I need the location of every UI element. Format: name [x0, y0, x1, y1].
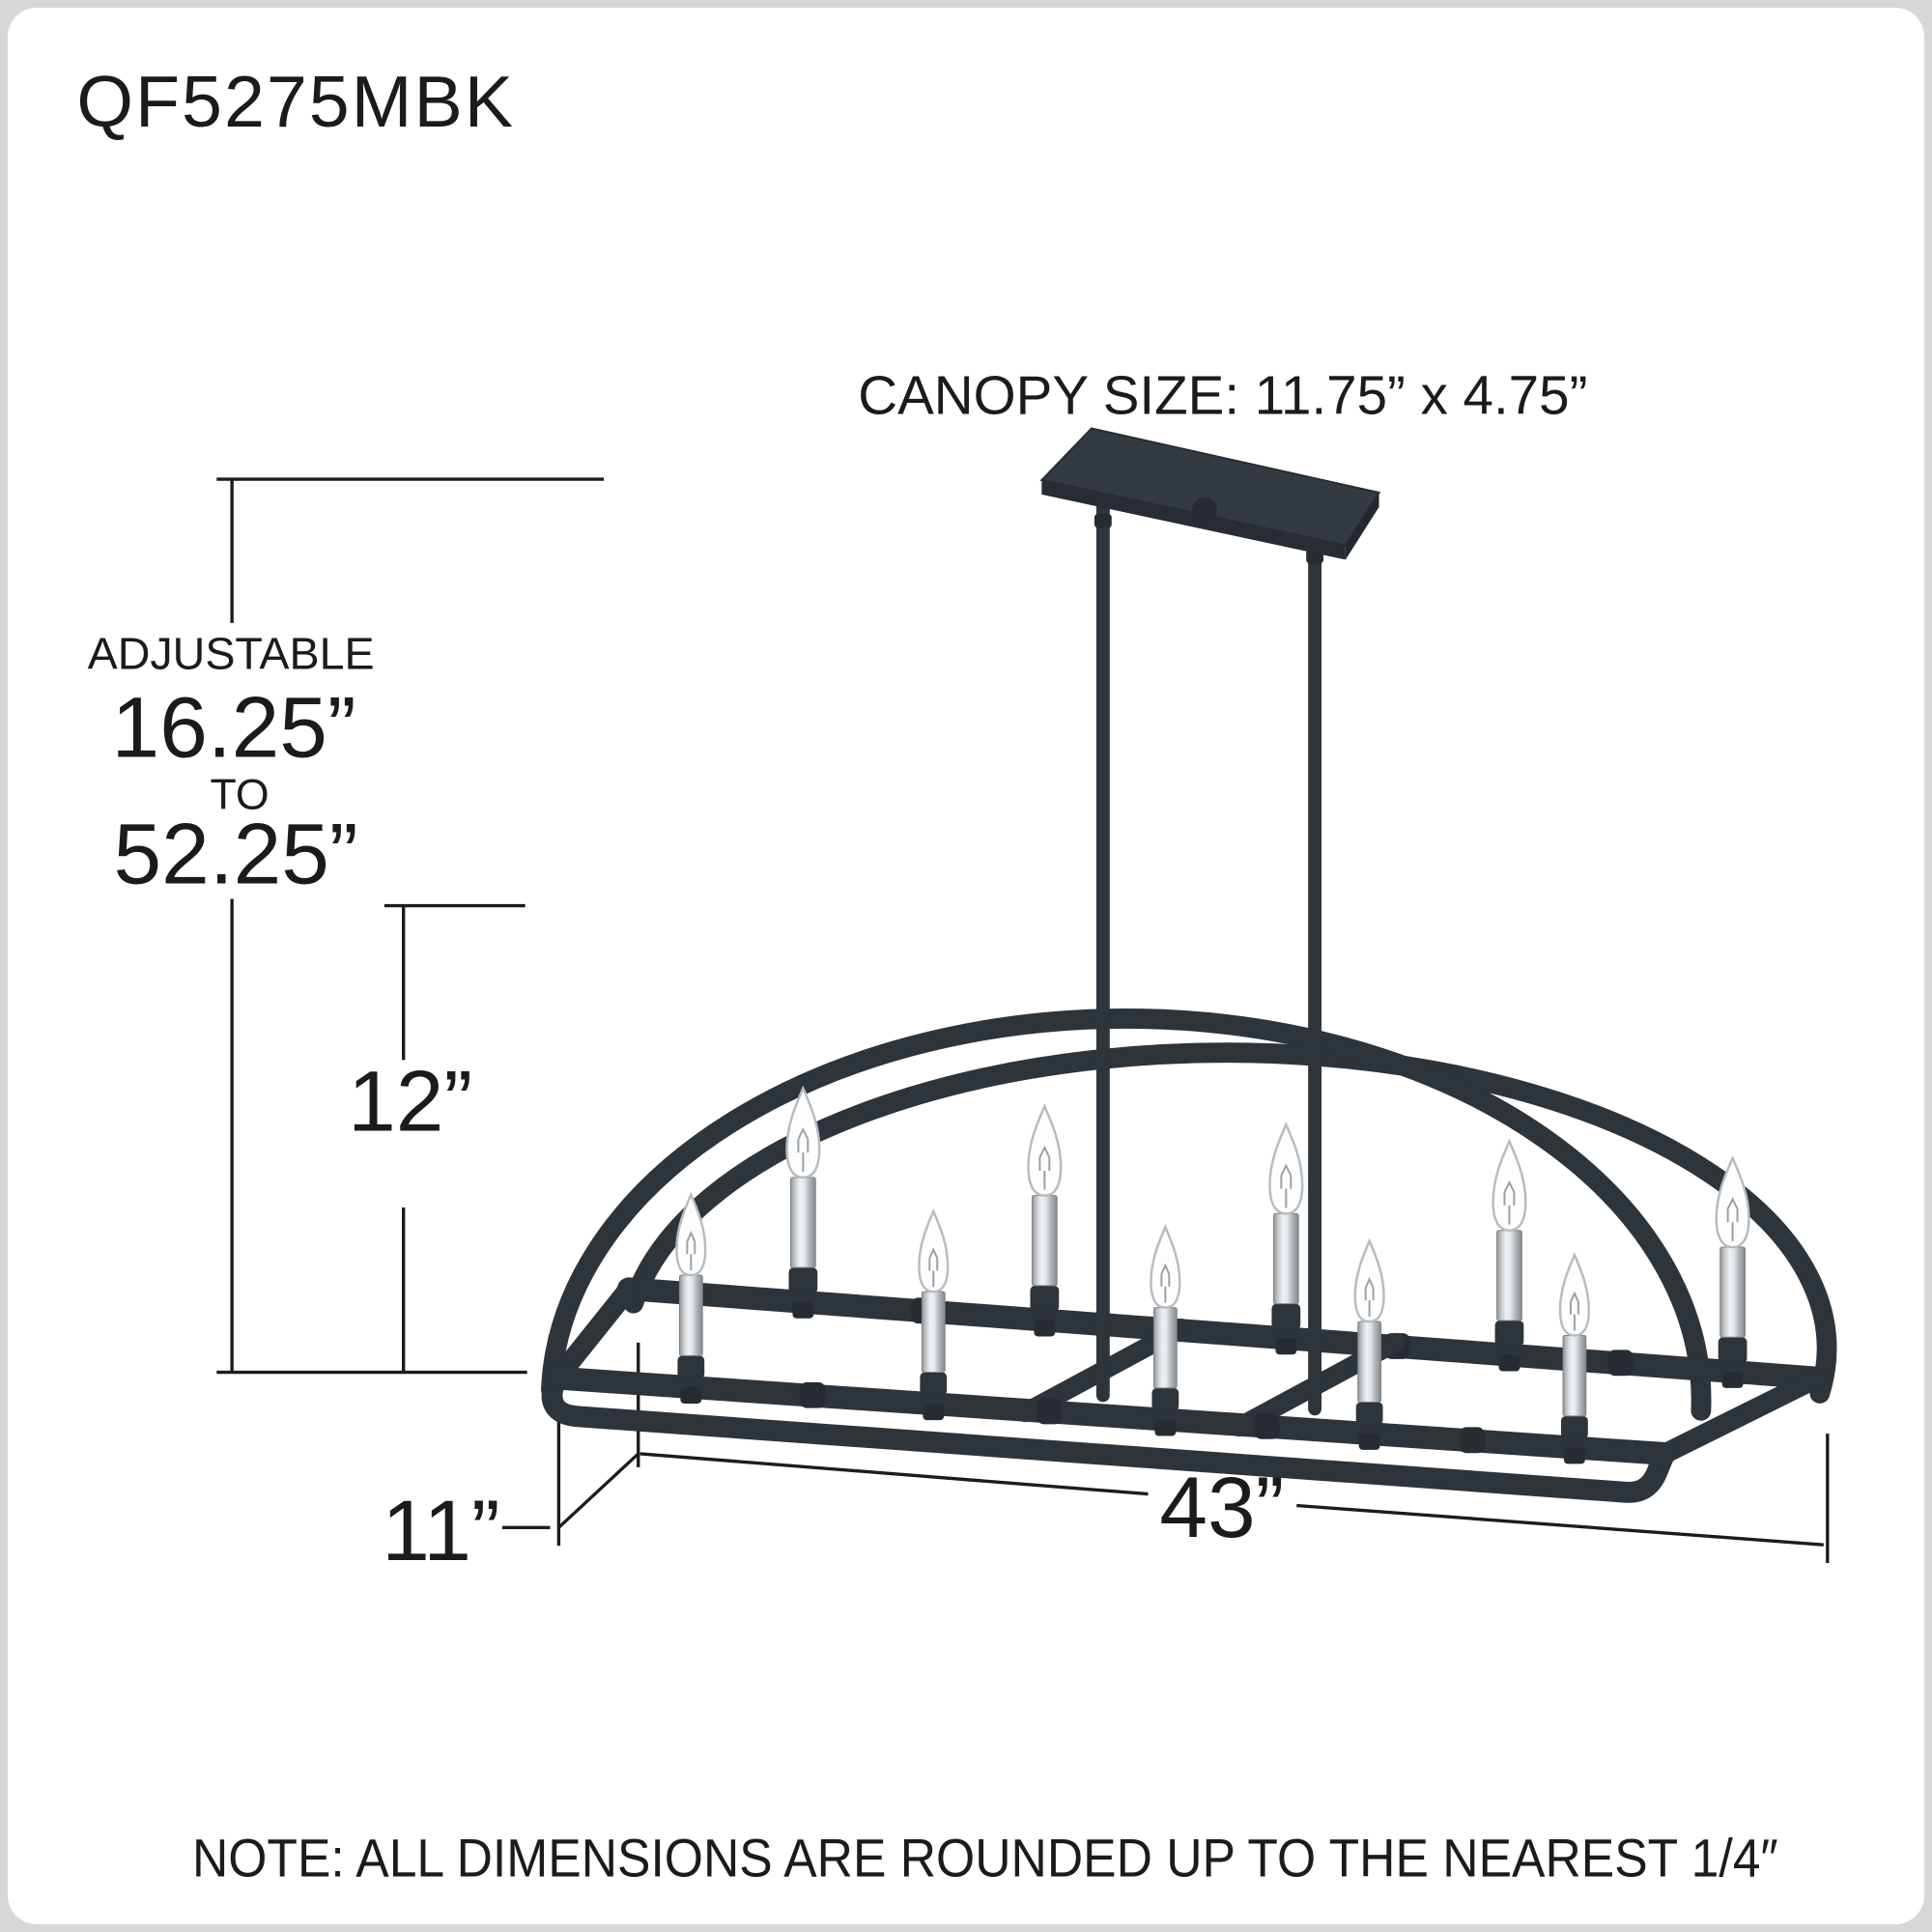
canopy-center-knob: [1192, 497, 1217, 523]
under-rail-knuckle: [680, 1387, 702, 1404]
candle-cup: [920, 1372, 948, 1396]
candle-cup: [1561, 1415, 1588, 1439]
rail-coupler: [1254, 1412, 1280, 1439]
bulb-filament: [928, 1247, 939, 1288]
flame-bulb: [785, 1085, 821, 1179]
canopy-side-face: [1345, 492, 1379, 560]
height-min-label: 16.25”: [112, 679, 356, 776]
nickel-candle-sleeve: [1562, 1335, 1587, 1417]
candle-cup: [1271, 1303, 1301, 1330]
front-rail: [544, 1366, 1677, 1465]
bulb-filament: [1160, 1263, 1171, 1303]
nickel-candle-sleeve: [1272, 1212, 1299, 1305]
chandelier-illustration: [541, 427, 1837, 1503]
canopy-front-face: [1041, 480, 1346, 560]
bulb-filament: [797, 1127, 810, 1172]
rounding-note: NOTE: ALL DIMENSIONS ARE ROUNDED UP TO T…: [192, 1828, 1778, 1888]
nickel-candle-sleeve: [678, 1274, 703, 1356]
width-line-left: [639, 1452, 1149, 1496]
nickel-candle-sleeve: [921, 1291, 946, 1374]
candle-light: [1715, 1154, 1750, 1388]
canopy-size-label: CANOPY SIZE: 11.75” x 4.75”: [858, 365, 1587, 426]
under-rail-knuckle: [1034, 1320, 1056, 1337]
candle-light: [1492, 1138, 1527, 1372]
bottom-front-rail: [541, 1369, 1676, 1503]
bulb-filament: [1726, 1197, 1739, 1242]
rail-coupler: [1459, 1427, 1485, 1454]
under-rail-knuckle: [792, 1301, 814, 1319]
flame-bulb: [1492, 1138, 1527, 1232]
candle-light: [1558, 1251, 1591, 1464]
bulb-glass: [1492, 1138, 1527, 1232]
ceiling-canopy: [1039, 427, 1381, 560]
rail-coupler: [1037, 1398, 1063, 1425]
bulb-filament: [1569, 1291, 1579, 1331]
nickel-candle-sleeve: [1496, 1230, 1522, 1321]
under-rail-knuckle: [1498, 1354, 1520, 1372]
candle-cup: [1151, 1387, 1179, 1411]
flame-bulb: [1268, 1121, 1304, 1215]
flame-bulb: [675, 1191, 707, 1277]
dimension-diagram: QF5275MBK CANOPY SIZE: 11.75” x 4.75” AD…: [76, 61, 1837, 1888]
candle-light: [918, 1208, 950, 1421]
candle-light: [675, 1191, 707, 1404]
rail-coupler: [800, 1381, 826, 1408]
bulb-filament: [1364, 1276, 1375, 1318]
bulb-glass: [785, 1085, 821, 1179]
candle-cup: [1355, 1402, 1383, 1426]
candle-cup: [1030, 1285, 1060, 1312]
nickel-candle-sleeve: [1357, 1321, 1382, 1403]
left-rod-coupler: [1094, 513, 1112, 528]
nickel-candle-sleeve: [1152, 1307, 1178, 1389]
model-number: QF5275MBK: [76, 61, 515, 142]
to-label: TO: [210, 771, 269, 818]
candle-light: [785, 1085, 821, 1319]
under-rail-knuckle: [1358, 1434, 1380, 1450]
spec-sheet-card: QF5275MBK CANOPY SIZE: 11.75” x 4.75” AD…: [8, 8, 1924, 1924]
bulb-filament: [1038, 1145, 1051, 1190]
flame-bulb: [1715, 1154, 1750, 1249]
right-depth-edge: [1654, 1368, 1828, 1464]
front-candles-layer: [675, 1191, 1591, 1464]
left-depth-edge: [546, 1278, 639, 1390]
under-rail-knuckle: [1275, 1338, 1297, 1355]
candle-light: [1027, 1103, 1063, 1337]
rail-coupler: [1607, 1350, 1634, 1377]
candle-cup: [1494, 1320, 1524, 1347]
width-line-right: [1296, 1503, 1824, 1547]
under-rail-knuckle: [1154, 1419, 1177, 1436]
body-height-label: 12”: [348, 1053, 472, 1150]
candle-light: [1268, 1121, 1304, 1355]
candle-light: [1353, 1237, 1385, 1450]
candle-cup: [788, 1267, 818, 1293]
height-max-label: 52.25”: [114, 806, 358, 902]
flame-bulb: [1353, 1237, 1385, 1323]
flame-bulb: [1150, 1224, 1181, 1309]
candle-cup: [677, 1355, 705, 1379]
bulb-filament: [1503, 1179, 1516, 1225]
depth-label: 11”: [382, 1482, 499, 1578]
candle-cup: [1718, 1337, 1747, 1364]
bulb-filament: [686, 1230, 696, 1271]
flame-bulb: [1027, 1103, 1063, 1197]
under-rail-knuckle: [1564, 1447, 1585, 1464]
dimension-annotations: [216, 477, 1830, 1564]
flame-bulb: [1558, 1251, 1591, 1337]
flame-bulb: [918, 1208, 950, 1293]
depth-diagonal-line: [557, 1452, 639, 1529]
nickel-candle-sleeve: [1719, 1246, 1746, 1338]
adjustable-label: ADJUSTABLE: [88, 628, 375, 678]
under-rail-knuckle: [1721, 1372, 1744, 1388]
nickel-candle-sleeve: [789, 1177, 816, 1268]
under-rail-knuckle: [923, 1404, 945, 1421]
bulb-glass: [1027, 1103, 1063, 1197]
front-arch: [541, 1009, 1712, 1421]
bulb-filament: [1280, 1163, 1293, 1208]
nickel-candle-sleeve: [1031, 1195, 1058, 1287]
candle-light: [1150, 1224, 1181, 1436]
bulb-glass: [1715, 1154, 1750, 1249]
bulb-glass: [1268, 1121, 1304, 1215]
